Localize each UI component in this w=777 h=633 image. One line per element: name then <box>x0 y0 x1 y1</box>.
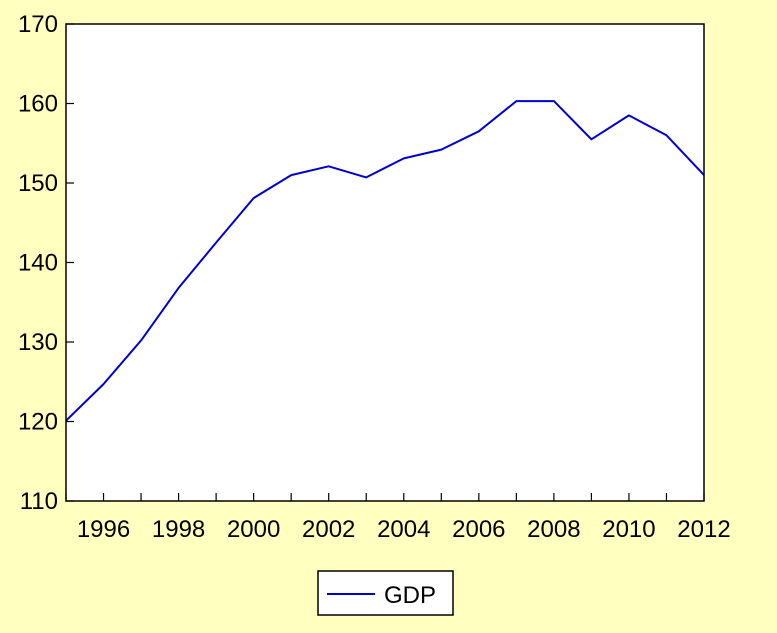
y-tick-label: 110 <box>20 488 58 515</box>
x-axis-ticks: 1996 1998 2000 2002 2004 2006 2008 2010 2012 <box>65 493 731 543</box>
data-point <box>440 149 442 151</box>
legend-box <box>317 570 454 616</box>
y-tick-label: 130 <box>18 329 58 356</box>
legend-label-gdp: GDP <box>384 582 436 609</box>
data-point <box>403 157 405 159</box>
data-point <box>665 134 667 136</box>
data-point <box>178 287 180 289</box>
plot-frame <box>65 23 705 502</box>
data-point <box>290 174 292 176</box>
x-tick-label: 2004 <box>377 516 430 543</box>
x-tick-label: 2012 <box>677 516 730 543</box>
data-point <box>628 114 630 116</box>
data-point <box>140 339 142 341</box>
data-point <box>478 130 480 132</box>
x-tick-label: 2000 <box>227 516 280 543</box>
x-tick-label: 2002 <box>302 516 355 543</box>
y-axis-ticks: 110 120 130 140 150 160 170 <box>18 11 74 515</box>
data-point <box>590 138 592 140</box>
y-tick-label: 140 <box>18 250 58 277</box>
series-line-gdp <box>65 100 705 422</box>
y-tick-label: 120 <box>18 409 58 436</box>
x-tick-label: 1996 <box>77 516 130 543</box>
data-point <box>215 242 217 244</box>
data-point <box>328 165 330 167</box>
x-tick-label: 2010 <box>602 516 655 543</box>
plot-area <box>66 24 704 501</box>
y-tick-label: 170 <box>18 11 58 38</box>
y-tick-label: 150 <box>18 170 58 197</box>
data-point <box>253 197 255 199</box>
x-tick-label: 1998 <box>152 516 205 543</box>
series-layer <box>65 100 705 422</box>
y-tick-label: 160 <box>18 91 58 118</box>
data-point <box>515 100 517 102</box>
data-point <box>553 100 555 102</box>
legend: GDP <box>317 570 454 616</box>
data-point <box>365 176 367 178</box>
data-point <box>103 383 105 385</box>
x-tick-label: 2008 <box>527 516 580 543</box>
x-tick-label: 2006 <box>452 516 505 543</box>
